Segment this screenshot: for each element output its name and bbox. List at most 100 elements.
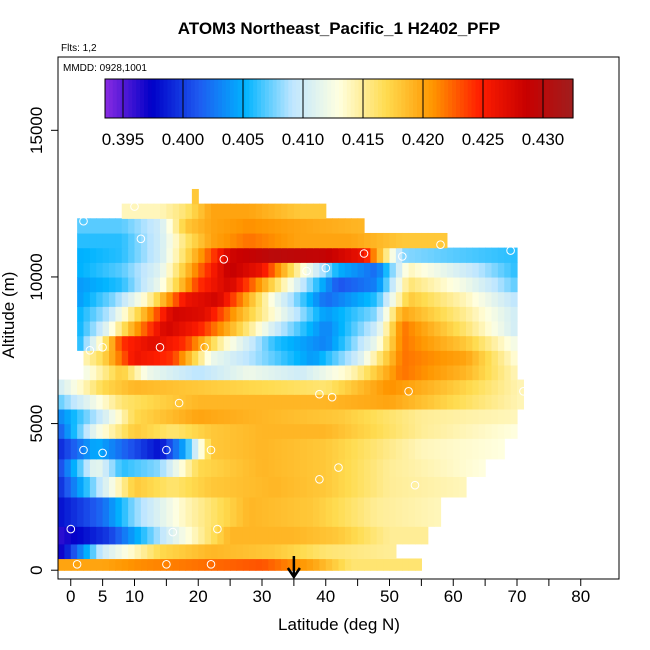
colorbar-cell: [537, 79, 543, 118]
colorbar-tick-label: 0.400: [162, 130, 205, 149]
field-cell: [96, 476, 104, 498]
field-cell: [109, 476, 116, 498]
field-cell: [332, 408, 340, 425]
field-cell: [268, 526, 276, 545]
field-cell: [421, 350, 429, 366]
field-cell: [300, 364, 308, 381]
field-cell: [319, 276, 327, 293]
field-cell: [172, 364, 180, 381]
field-cell: [185, 438, 193, 460]
field-cell: [478, 306, 486, 322]
field-cell: [421, 496, 429, 527]
field-cell: [351, 335, 359, 351]
field-cell: [217, 232, 225, 249]
field-cell: [83, 320, 91, 337]
colorbar-cell: [315, 79, 321, 118]
field-cell: [402, 350, 410, 366]
colorbar-cell: [206, 79, 211, 118]
field-cell: [109, 218, 116, 234]
field-cell: [357, 232, 365, 249]
field-cell: [262, 408, 269, 425]
field-cell: [491, 306, 499, 322]
field-cell: [166, 476, 174, 498]
colorbar-cell: [424, 79, 430, 118]
field-cell: [351, 247, 359, 263]
field-cell: [421, 458, 429, 477]
field-cell: [370, 320, 378, 337]
field-cell: [140, 526, 148, 545]
field-cell: [306, 423, 314, 439]
field-cell: [357, 306, 365, 322]
field-cell: [89, 526, 97, 545]
field-cell: [293, 526, 301, 545]
field-cell: [402, 438, 410, 460]
field-cell: [421, 320, 429, 337]
field-cell: [153, 526, 161, 545]
field-cell: [281, 558, 289, 571]
field-cell: [185, 291, 193, 307]
colorbar-cell: [151, 79, 157, 118]
field-cell: [58, 526, 65, 545]
field-cell: [217, 291, 225, 307]
field-cell: [185, 306, 193, 322]
field-cell: [255, 423, 263, 439]
field-cell: [497, 379, 505, 395]
colorbar-cell: [245, 79, 250, 118]
field-cell: [402, 379, 410, 395]
field-cell: [64, 408, 72, 425]
field-cell: [70, 423, 78, 439]
field-cell: [191, 526, 199, 545]
colorbar-cell: [471, 79, 477, 118]
field-cell: [453, 350, 461, 366]
field-cell: [395, 526, 403, 545]
field-cell: [293, 291, 301, 307]
colorbar-cell: [346, 79, 352, 118]
field-cell: [281, 526, 289, 545]
field-cell: [497, 408, 505, 425]
field-cell: [268, 218, 276, 234]
field-cell: [338, 364, 346, 381]
field-cell: [389, 350, 397, 366]
field-cell: [287, 379, 295, 395]
field-cell: [121, 291, 129, 307]
field-cell: [147, 423, 155, 439]
field-cell: [357, 320, 365, 337]
field-cell: [115, 291, 123, 307]
field-cell: [230, 543, 238, 560]
colorbar-cell: [393, 79, 399, 118]
colorbar-cell: [327, 79, 332, 118]
field-cell: [70, 408, 78, 425]
field-cell: [300, 476, 308, 498]
field-cell: [325, 306, 333, 322]
field-cell: [268, 306, 276, 322]
field-cell: [281, 320, 289, 337]
field-cell: [415, 350, 422, 366]
field-cell: [383, 394, 391, 410]
field-cell: [255, 476, 263, 498]
field-cell: [147, 247, 155, 263]
field-cell: [421, 438, 429, 460]
field-cell: [121, 476, 129, 498]
field-cell: [440, 438, 448, 460]
field-cell: [313, 476, 320, 498]
field-cell: [510, 423, 518, 439]
field-cell: [300, 558, 308, 571]
field-cell: [293, 276, 301, 293]
colorbar-cell: [518, 79, 523, 118]
field-cell: [185, 335, 193, 351]
field-cell: [325, 458, 333, 477]
field-cell: [128, 526, 136, 545]
field-cell: [185, 262, 193, 278]
field-cell: [77, 394, 85, 410]
field-cell: [389, 496, 397, 527]
field-cell: [319, 203, 327, 219]
field-cell: [140, 394, 148, 410]
field-cell: [236, 543, 244, 560]
field-cell: [357, 543, 365, 560]
field-cell: [306, 276, 314, 293]
field-cell: [242, 203, 250, 219]
field-cell: [77, 438, 85, 460]
colorbar-cell: [448, 79, 453, 118]
field-cell: [344, 526, 352, 545]
field-cell: [364, 262, 371, 278]
